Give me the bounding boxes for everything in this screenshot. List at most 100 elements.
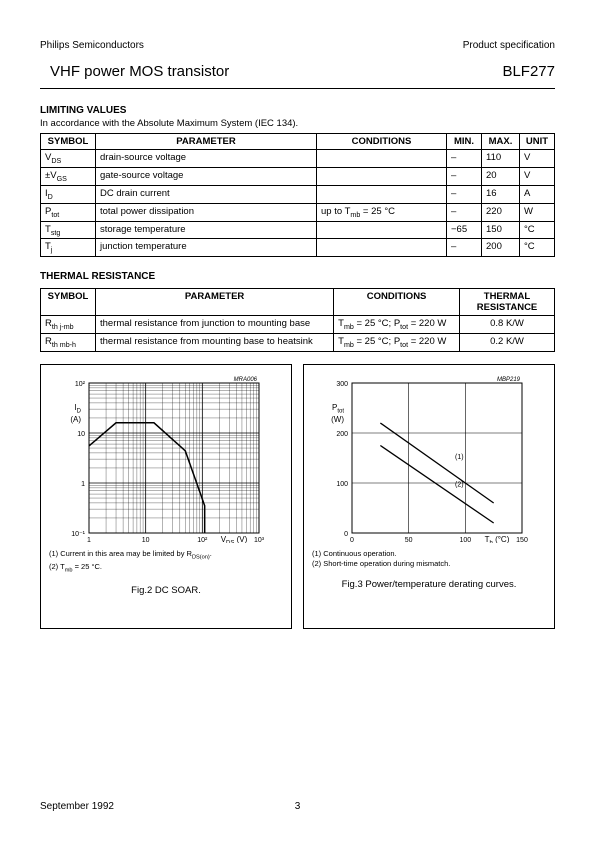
doc-type: Product specification [463,40,555,51]
limiting-col-head: CONDITIONS [317,134,447,150]
table-row: Rth mb-hthermal resistance from mounting… [41,334,555,352]
svg-text:MRA006: MRA006 [234,377,258,383]
table-cell: – [447,167,482,185]
svg-text:10⁻¹: 10⁻¹ [71,531,85,538]
table-cell: junction temperature [96,239,317,257]
svg-text:(2): (2) [455,481,464,488]
svg-text:10²: 10² [197,537,208,543]
thermal-col-head: SYMBOL [41,289,96,316]
table-cell: – [447,239,482,257]
footer-page: 3 [295,801,301,812]
limiting-sub: In accordance with the Absolute Maximum … [40,118,555,129]
table-row: Tstgstorage temperature −65150°C [41,221,555,239]
soar-caption: Fig.2 DC SOAR. [49,585,283,596]
table-cell: V [520,167,555,185]
svg-text:50: 50 [405,537,413,543]
table-cell: storage temperature [96,221,317,239]
limiting-col-head: MIN. [447,134,482,150]
table-cell: ±VGS [41,167,96,185]
footer-date: September 1992 [40,801,114,812]
thermal-col-head: CONDITIONS [334,289,460,316]
table-cell: 0.8 K/W [460,316,555,334]
table-cell: 16 [482,185,520,203]
limiting-heading: LIMITING VALUES [40,105,555,116]
page-header: Philips Semiconductors Product specifica… [40,40,555,51]
chart-soar: 11010²10³10⁻¹11010²MRA006ID(A)VDS (V) (1… [40,364,292,629]
limiting-col-head: UNIT [520,134,555,150]
table-cell: W [520,203,555,221]
table-cell: – [447,185,482,203]
table-cell: up to Tmb = 25 °C [317,203,447,221]
table-cell: drain-source voltage [96,150,317,168]
table-cell: 150 [482,221,520,239]
table-cell: total power dissipation [96,203,317,221]
soar-plot: 11010²10³10⁻¹11010²MRA006ID(A)VDS (V) [49,373,285,543]
table-cell: −65 [447,221,482,239]
table-cell: V [520,150,555,168]
svg-text:100: 100 [459,537,471,543]
svg-text:10²: 10² [75,381,86,388]
table-cell [317,150,447,168]
thermal-table: SYMBOLPARAMETERCONDITIONSTHERMALRESISTAN… [40,288,555,352]
svg-text:1: 1 [81,481,85,488]
table-cell: Tmb = 25 °C; Ptot = 220 W [334,334,460,352]
table-cell: 220 [482,203,520,221]
table-row: VDSdrain-source voltage –110V [41,150,555,168]
limiting-table: SYMBOLPARAMETERCONDITIONSMIN.MAX.UNIT VD… [40,133,555,257]
part-number: BLF277 [502,63,555,80]
table-cell [317,239,447,257]
derating-notes: (1) Continuous operation.(2) Short-time … [312,549,546,569]
thermal-heading: THERMAL RESISTANCE [40,271,555,282]
table-row: IDDC drain current –16A [41,185,555,203]
derating-caption: Fig.3 Power/temperature derating curves. [312,579,546,590]
table-cell: Ptot [41,203,96,221]
table-row: ±VGSgate-source voltage –20V [41,167,555,185]
table-cell: 0.2 K/W [460,334,555,352]
svg-text:MBP219: MBP219 [497,377,521,383]
table-cell: Tmb = 25 °C; Ptot = 220 W [334,316,460,334]
table-row: Ptottotal power dissipationup to Tmb = 2… [41,203,555,221]
svg-text:100: 100 [336,481,348,488]
svg-text:300: 300 [336,381,348,388]
table-cell: Rth mb-h [41,334,96,352]
product-title: VHF power MOS transistor [50,63,229,80]
table-cell: Rth j-mb [41,316,96,334]
table-cell: Tstg [41,221,96,239]
table-cell: thermal resistance from mounting base to… [96,334,334,352]
page-footer: September 1992 3 [40,801,555,812]
table-cell: °C [520,239,555,257]
table-cell: 20 [482,167,520,185]
table-cell: ID [41,185,96,203]
svg-text:10: 10 [142,537,150,543]
title-row: VHF power MOS transistor BLF277 [40,63,555,80]
table-cell: gate-source voltage [96,167,317,185]
table-row: Tjjunction temperature –200°C [41,239,555,257]
table-cell [317,167,447,185]
company: Philips Semiconductors [40,40,144,51]
thermal-col-head: PARAMETER [96,289,334,316]
svg-text:0: 0 [344,531,348,538]
limiting-col-head: MAX. [482,134,520,150]
table-cell: – [447,203,482,221]
soar-notes: (1) Current in this area may be limited … [49,549,283,575]
table-row: Rth j-mbthermal resistance from junction… [41,316,555,334]
table-cell: °C [520,221,555,239]
table-cell: 110 [482,150,520,168]
derating-plot: 0501001500100200300(1)(2)MBP219Ptot(W)Th… [312,373,548,543]
svg-text:0: 0 [350,537,354,543]
chart-derating: 0501001500100200300(1)(2)MBP219Ptot(W)Th… [303,364,555,629]
limiting-col-head: PARAMETER [96,134,317,150]
table-cell: – [447,150,482,168]
table-cell [317,221,447,239]
limiting-col-head: SYMBOL [41,134,96,150]
title-rule [40,88,555,89]
table-cell: Tj [41,239,96,257]
svg-text:1: 1 [87,537,91,543]
table-cell: thermal resistance from junction to moun… [96,316,334,334]
table-cell [317,185,447,203]
table-cell: DC drain current [96,185,317,203]
table-cell: A [520,185,555,203]
thermal-col-head: THERMALRESISTANCE [460,289,555,316]
table-cell: 200 [482,239,520,257]
table-cell: VDS [41,150,96,168]
